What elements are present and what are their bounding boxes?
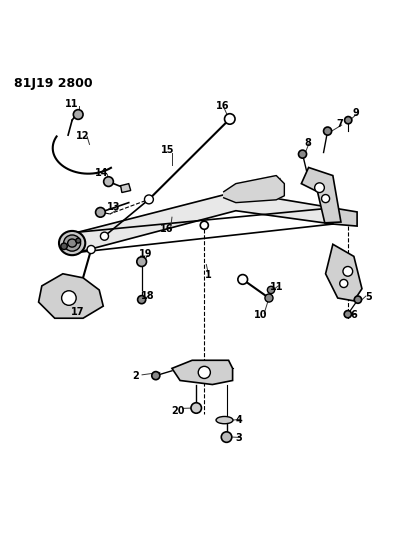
Polygon shape bbox=[74, 192, 333, 252]
Text: 12: 12 bbox=[76, 131, 90, 141]
Text: 15: 15 bbox=[161, 145, 175, 155]
Circle shape bbox=[101, 232, 109, 240]
Circle shape bbox=[104, 177, 114, 187]
Circle shape bbox=[298, 150, 306, 158]
Circle shape bbox=[340, 279, 348, 287]
Circle shape bbox=[76, 238, 81, 243]
Polygon shape bbox=[39, 274, 103, 318]
Circle shape bbox=[191, 403, 201, 413]
Text: 81J19 2800: 81J19 2800 bbox=[13, 77, 92, 90]
Circle shape bbox=[267, 286, 275, 294]
Circle shape bbox=[61, 291, 76, 305]
Text: 10: 10 bbox=[254, 310, 268, 320]
Text: 3: 3 bbox=[236, 433, 243, 443]
Polygon shape bbox=[120, 184, 131, 192]
Circle shape bbox=[322, 195, 330, 203]
Polygon shape bbox=[172, 360, 233, 384]
Text: 5: 5 bbox=[365, 292, 372, 302]
Text: 18: 18 bbox=[141, 290, 155, 301]
Polygon shape bbox=[224, 175, 284, 203]
Ellipse shape bbox=[68, 239, 77, 247]
Text: 4: 4 bbox=[236, 415, 243, 425]
Polygon shape bbox=[326, 244, 362, 301]
Circle shape bbox=[73, 110, 83, 119]
Text: 8: 8 bbox=[304, 138, 311, 148]
Text: 17: 17 bbox=[71, 307, 84, 317]
Circle shape bbox=[96, 207, 105, 217]
Text: 7: 7 bbox=[337, 119, 344, 129]
Circle shape bbox=[344, 311, 352, 318]
Circle shape bbox=[87, 246, 95, 254]
Circle shape bbox=[324, 127, 332, 135]
Circle shape bbox=[198, 366, 210, 378]
Circle shape bbox=[354, 296, 361, 303]
Text: 14: 14 bbox=[94, 168, 108, 177]
Polygon shape bbox=[333, 208, 357, 226]
Text: 6: 6 bbox=[350, 310, 357, 320]
Text: 11: 11 bbox=[66, 99, 79, 109]
Text: 1: 1 bbox=[205, 270, 212, 280]
Circle shape bbox=[225, 114, 235, 124]
Circle shape bbox=[315, 183, 324, 192]
Text: 9: 9 bbox=[353, 108, 360, 118]
Circle shape bbox=[137, 257, 147, 266]
Circle shape bbox=[61, 243, 67, 249]
Polygon shape bbox=[301, 167, 341, 223]
Circle shape bbox=[221, 432, 232, 442]
Text: 2: 2 bbox=[132, 370, 139, 381]
Text: 19: 19 bbox=[139, 248, 153, 259]
Circle shape bbox=[138, 296, 146, 304]
Text: 11: 11 bbox=[269, 282, 283, 292]
Text: 13: 13 bbox=[107, 202, 120, 212]
Text: 16: 16 bbox=[216, 101, 230, 111]
Ellipse shape bbox=[216, 416, 233, 424]
Ellipse shape bbox=[59, 231, 85, 255]
Text: 16: 16 bbox=[160, 224, 173, 235]
Circle shape bbox=[343, 266, 352, 276]
Text: 20: 20 bbox=[172, 406, 185, 416]
Circle shape bbox=[238, 274, 247, 284]
Circle shape bbox=[345, 117, 352, 124]
Circle shape bbox=[200, 221, 208, 229]
Circle shape bbox=[144, 195, 153, 204]
Circle shape bbox=[152, 372, 160, 379]
Ellipse shape bbox=[63, 235, 81, 251]
Circle shape bbox=[265, 294, 273, 302]
